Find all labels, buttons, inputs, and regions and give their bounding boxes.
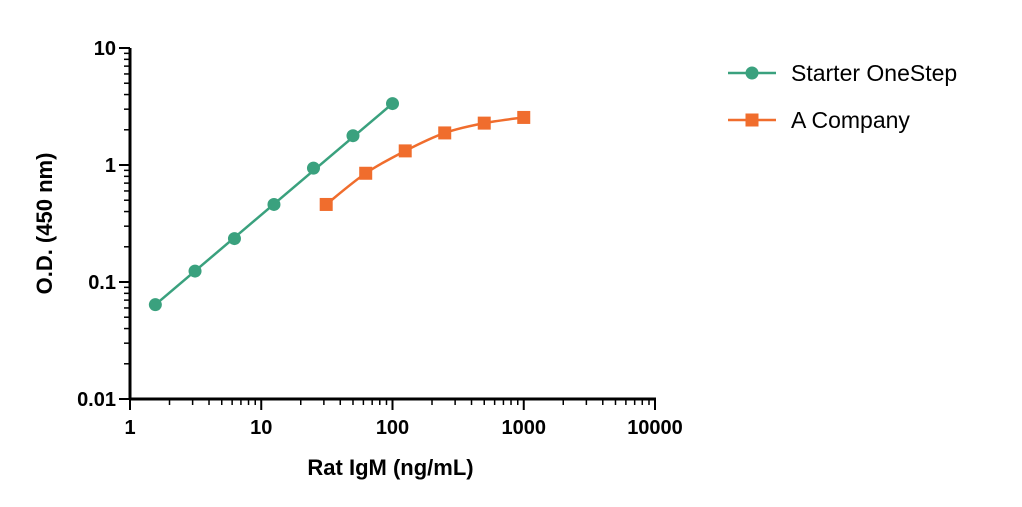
legend-item-2: A Company — [728, 107, 910, 133]
data-point — [359, 166, 373, 180]
series-2 — [319, 110, 531, 211]
x-tick-label: 10000 — [627, 417, 683, 439]
y-tick-label: 1 — [105, 155, 116, 177]
data-point — [477, 116, 491, 130]
data-point — [306, 161, 320, 175]
series-1 — [148, 97, 399, 312]
data-point — [386, 97, 399, 111]
axes: 1 10 100 1000 10000 0.01 0.1 1 10 — [77, 38, 683, 439]
data-point — [227, 232, 241, 246]
y-tick-label: 10 — [94, 38, 116, 60]
data-point — [267, 197, 281, 211]
x-axis-title: Rat IgM (ng/mL) — [307, 455, 473, 480]
legend: Starter OneStep A Company — [728, 60, 957, 133]
data-point — [188, 264, 202, 278]
data-point — [517, 110, 531, 124]
legend-label: Starter OneStep — [791, 60, 957, 86]
data-point — [398, 144, 412, 158]
x-tick-label: 1000 — [502, 417, 547, 439]
data-point — [346, 129, 360, 143]
x-tick-label: 1 — [124, 417, 135, 439]
y-tick-label: 0.01 — [77, 389, 116, 411]
data-point — [319, 197, 333, 211]
x-tick-label: 100 — [376, 417, 409, 439]
y-axis-title: O.D. (450 nm) — [32, 153, 57, 295]
data-point — [438, 126, 452, 140]
legend-marker — [745, 113, 759, 127]
legend-marker — [745, 66, 759, 80]
legend-item-1: Starter OneStep — [728, 60, 957, 86]
data-point — [148, 298, 162, 312]
series-layer — [148, 97, 531, 312]
legend-label: A Company — [791, 107, 910, 133]
y-tick-label: 0.1 — [88, 272, 116, 294]
x-tick-label: 10 — [250, 417, 272, 439]
